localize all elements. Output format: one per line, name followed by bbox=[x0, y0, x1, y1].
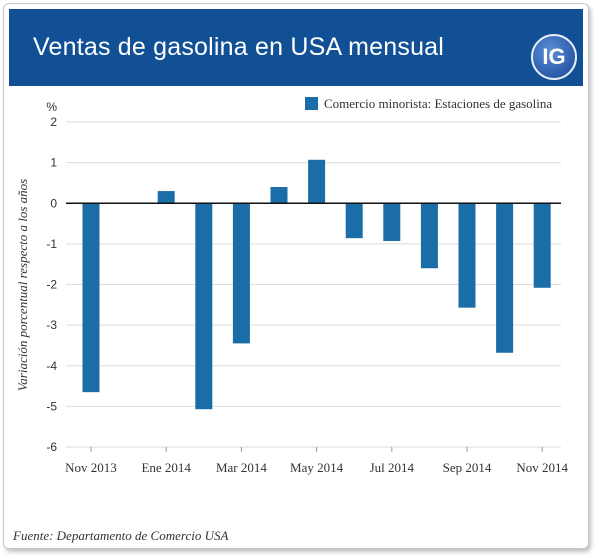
bar bbox=[308, 159, 326, 204]
y-tick-label: -5 bbox=[46, 399, 57, 413]
y-tick-label: -1 bbox=[46, 237, 57, 251]
x-tick-label: Nov 2014 bbox=[516, 460, 568, 475]
chart-title: Ventas de gasolina en USA mensual bbox=[33, 33, 445, 61]
y-unit-label: % bbox=[46, 100, 57, 114]
x-tick-label: Nov 2013 bbox=[65, 460, 117, 475]
bar bbox=[270, 187, 288, 204]
x-tick-label: Jul 2014 bbox=[370, 460, 415, 475]
source-note: Fuente: Departamento de Comercio USA bbox=[13, 528, 229, 543]
bar bbox=[195, 203, 213, 410]
x-tick-label: Sep 2014 bbox=[443, 460, 492, 475]
x-tick-label: Ene 2014 bbox=[141, 460, 191, 475]
y-tick-label: -2 bbox=[46, 278, 57, 292]
x-tick-label: Mar 2014 bbox=[216, 460, 267, 475]
y-tick-label: -3 bbox=[46, 318, 57, 332]
bar bbox=[157, 191, 175, 204]
bar bbox=[458, 203, 476, 308]
bar bbox=[383, 203, 401, 242]
y-tick-label: -4 bbox=[46, 359, 57, 373]
bar bbox=[533, 203, 551, 288]
y-axis-title: Variación porcentual respecto a los años bbox=[15, 179, 30, 391]
y-tick-label: 0 bbox=[50, 196, 57, 210]
bar bbox=[496, 203, 514, 353]
bars bbox=[82, 159, 551, 410]
y-tick-label: 2 bbox=[50, 115, 57, 129]
legend-swatch bbox=[305, 97, 318, 110]
y-tick-label: -6 bbox=[46, 440, 57, 454]
bar bbox=[82, 203, 100, 393]
ig-logo: IG bbox=[531, 34, 577, 80]
gridlines bbox=[66, 121, 561, 448]
y-tick-label: 1 bbox=[50, 156, 57, 170]
bar bbox=[420, 203, 438, 269]
chart-header: Ventas de gasolina en USA mensual IG bbox=[9, 9, 583, 86]
x-tick-label: May 2014 bbox=[290, 460, 344, 475]
axes: 2 1 0 -1 -2 -3 -4 -5 -6 Nov 2013 Ene 2014 Mar 2014 M… bbox=[46, 115, 568, 475]
legend-label: Comercio minorista: Estaciones de gasoli… bbox=[324, 96, 552, 111]
bar bbox=[345, 203, 363, 239]
bar bbox=[232, 203, 250, 344]
legend: Comercio minorista: Estaciones de gasoli… bbox=[305, 96, 552, 111]
chart-frame bbox=[3, 3, 589, 549]
